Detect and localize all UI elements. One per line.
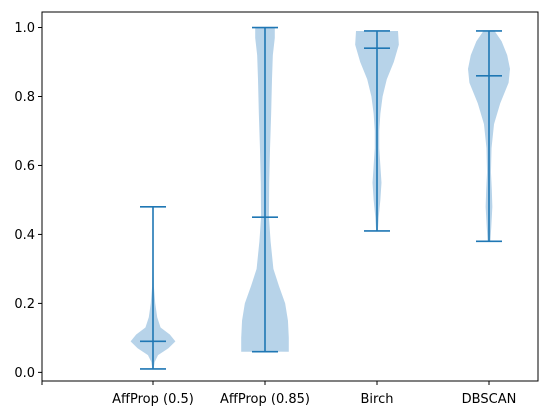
axes-frame <box>41 11 539 382</box>
y-tick-label: 0.6 <box>14 159 35 174</box>
y-tick-label: 0.2 <box>14 297 35 312</box>
y-tick-label: 0.8 <box>14 90 35 105</box>
y-axis: 0.0 0.2 0.4 0.6 0.8 1.0 <box>14 21 42 381</box>
y-tick-label: 1.0 <box>14 21 35 36</box>
x-tick-label: DBSCAN <box>462 392 517 407</box>
y-tick-label: 0.0 <box>14 366 35 381</box>
x-axis: AffProp (0.5) AffProp (0.85) Birch DBSCAN <box>41 381 517 407</box>
y-tick-label: 0.4 <box>14 228 35 243</box>
violin-stats-lines <box>140 26 502 370</box>
x-tick-label: AffProp (0.85) <box>220 392 310 407</box>
x-tick-label: Birch <box>361 392 394 407</box>
x-tick-label: AffProp (0.5) <box>112 392 194 407</box>
